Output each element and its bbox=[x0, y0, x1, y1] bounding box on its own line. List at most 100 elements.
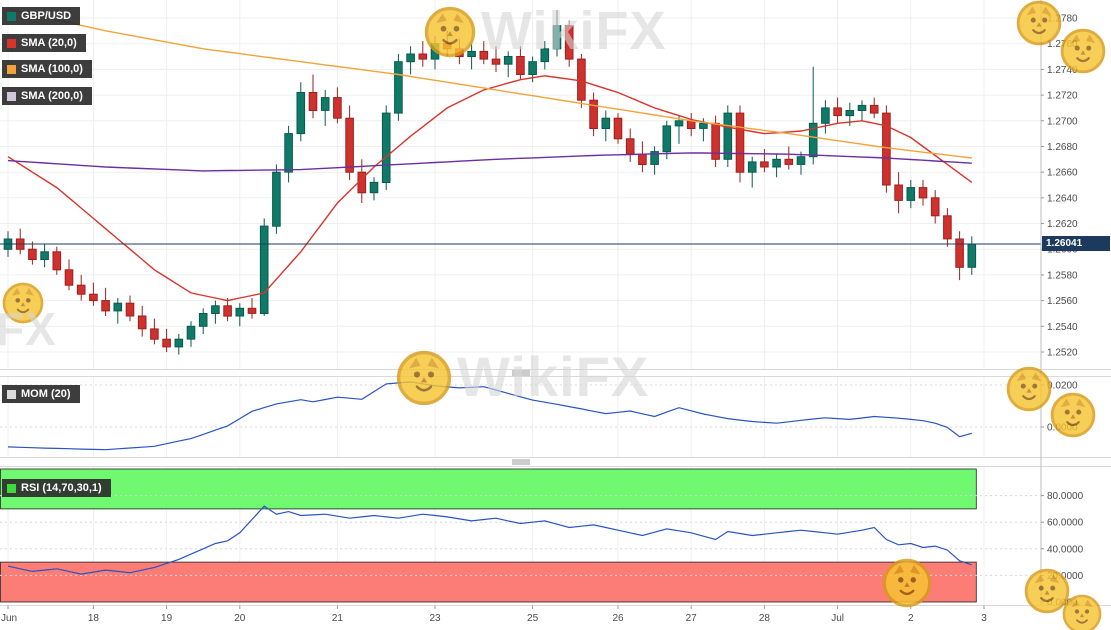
rsi-line bbox=[7, 505, 972, 575]
candle-bullish bbox=[723, 112, 733, 160]
rsi-axis-label: 40.0000 bbox=[1047, 544, 1084, 555]
candle-bearish bbox=[223, 305, 232, 317]
price-axis-label: 1.2540 bbox=[1047, 322, 1078, 333]
candle-bearish bbox=[491, 58, 501, 65]
candle-bullish bbox=[601, 117, 611, 129]
symbol-label: GBP/USD bbox=[21, 10, 72, 22]
candle-bearish bbox=[869, 104, 879, 114]
candle-bullish bbox=[174, 338, 184, 348]
candle-bullish bbox=[369, 181, 379, 194]
rsi-color-chip bbox=[7, 483, 16, 493]
candle-bullish bbox=[540, 48, 550, 63]
candle-bearish bbox=[101, 300, 110, 312]
current-price-badge: 1.26041 bbox=[1042, 236, 1110, 251]
candle-bullish bbox=[650, 151, 659, 165]
legend-sma100: SMA (100,0) bbox=[2, 60, 92, 78]
candle-bearish bbox=[479, 50, 489, 60]
momentum-label: MOM (20) bbox=[21, 388, 71, 400]
candle-bearish bbox=[150, 328, 159, 340]
candle-bullish bbox=[796, 156, 806, 165]
overlay-line-SMA(20) bbox=[7, 75, 973, 302]
candle-bearish bbox=[516, 56, 525, 75]
candle-bullish bbox=[381, 112, 391, 183]
candle-bullish bbox=[467, 50, 476, 58]
momentum-axis-label: 0.0200 bbox=[1047, 381, 1078, 392]
time-axis-label: 27 bbox=[686, 613, 698, 624]
panel-splitter-grip[interactable] bbox=[512, 370, 530, 376]
candle-bearish bbox=[577, 58, 586, 101]
candle-bearish bbox=[955, 238, 964, 268]
candle-bearish bbox=[418, 53, 428, 60]
candle-bullish bbox=[406, 53, 415, 63]
price-axis-label: 1.2680 bbox=[1047, 142, 1078, 153]
time-axis-label: 20 bbox=[234, 613, 246, 624]
momentum-axis-label: 0.0000 bbox=[1047, 423, 1078, 434]
candle-bearish bbox=[930, 197, 940, 217]
candle-bearish bbox=[613, 117, 623, 140]
candle-bearish bbox=[625, 138, 635, 155]
candle-bullish bbox=[699, 122, 708, 129]
candle-bearish bbox=[894, 184, 903, 201]
price-axis-label: 1.2700 bbox=[1047, 116, 1078, 127]
candle-bullish bbox=[503, 56, 513, 65]
candle-bearish bbox=[345, 117, 354, 173]
time-axis-label: 3 bbox=[981, 613, 987, 624]
candle-bearish bbox=[442, 43, 452, 50]
price-axis-label: 1.2580 bbox=[1047, 270, 1078, 281]
candle-bullish bbox=[747, 161, 757, 173]
candle-bullish bbox=[674, 120, 684, 127]
price-axis-label: 1.2780 bbox=[1047, 14, 1078, 25]
candle-bearish bbox=[564, 25, 574, 60]
sma200-label: SMA (200,0) bbox=[21, 90, 83, 102]
time-axis-label: 25 bbox=[527, 613, 539, 624]
candle-bearish bbox=[918, 187, 928, 199]
candle-bearish bbox=[89, 293, 98, 302]
candle-bearish bbox=[125, 302, 135, 317]
candle-bullish bbox=[552, 25, 562, 50]
candle-bearish bbox=[760, 161, 769, 168]
price-axis-label: 1.2560 bbox=[1047, 296, 1078, 307]
candle-bullish bbox=[967, 243, 977, 268]
panel-splitter-grip[interactable] bbox=[512, 459, 530, 465]
time-axis-label: Jul bbox=[831, 613, 844, 624]
candle-bearish bbox=[882, 112, 891, 186]
candle-bullish bbox=[284, 133, 293, 173]
rsi-overbought-band bbox=[0, 468, 977, 510]
candle-bullish bbox=[857, 104, 867, 112]
candle-bullish bbox=[40, 251, 49, 261]
candle-bearish bbox=[455, 48, 464, 57]
candle-bullish bbox=[320, 97, 330, 111]
sma20-color-chip bbox=[7, 38, 16, 48]
candle-bullish bbox=[186, 325, 196, 340]
candle-bullish bbox=[259, 225, 269, 315]
candle-bearish bbox=[247, 307, 257, 314]
legend-symbol: GBP/USD bbox=[2, 7, 81, 25]
candle-bullish bbox=[198, 313, 208, 327]
candle-bullish bbox=[394, 61, 403, 114]
candle-bearish bbox=[735, 112, 745, 173]
rsi-axis-label: 60.0000 bbox=[1047, 518, 1084, 529]
price-axis-label: 1.2640 bbox=[1047, 193, 1078, 204]
candle-bullish bbox=[272, 171, 281, 227]
sma200-color-chip bbox=[7, 91, 16, 101]
candle-bullish bbox=[821, 107, 830, 124]
momentum-line bbox=[7, 381, 972, 451]
price-axis-label: 1.2720 bbox=[1047, 91, 1078, 102]
symbol-color-chip bbox=[7, 11, 16, 21]
candle-bullish bbox=[113, 302, 123, 312]
price-axis-label: 1.2660 bbox=[1047, 168, 1078, 179]
legend-sma200: SMA (200,0) bbox=[2, 87, 92, 105]
candle-bearish bbox=[589, 99, 598, 129]
candle-bearish bbox=[943, 215, 952, 240]
candle-bearish bbox=[686, 120, 696, 130]
candle-bullish bbox=[528, 61, 537, 76]
time-axis-label: 19 bbox=[161, 613, 173, 624]
legend-sma20: SMA (20,0) bbox=[2, 34, 86, 52]
rsi-axis-label: 20.0000 bbox=[1047, 571, 1084, 582]
candle-bearish bbox=[64, 269, 74, 286]
candle-bearish bbox=[137, 315, 147, 330]
candle-bearish bbox=[638, 153, 647, 165]
